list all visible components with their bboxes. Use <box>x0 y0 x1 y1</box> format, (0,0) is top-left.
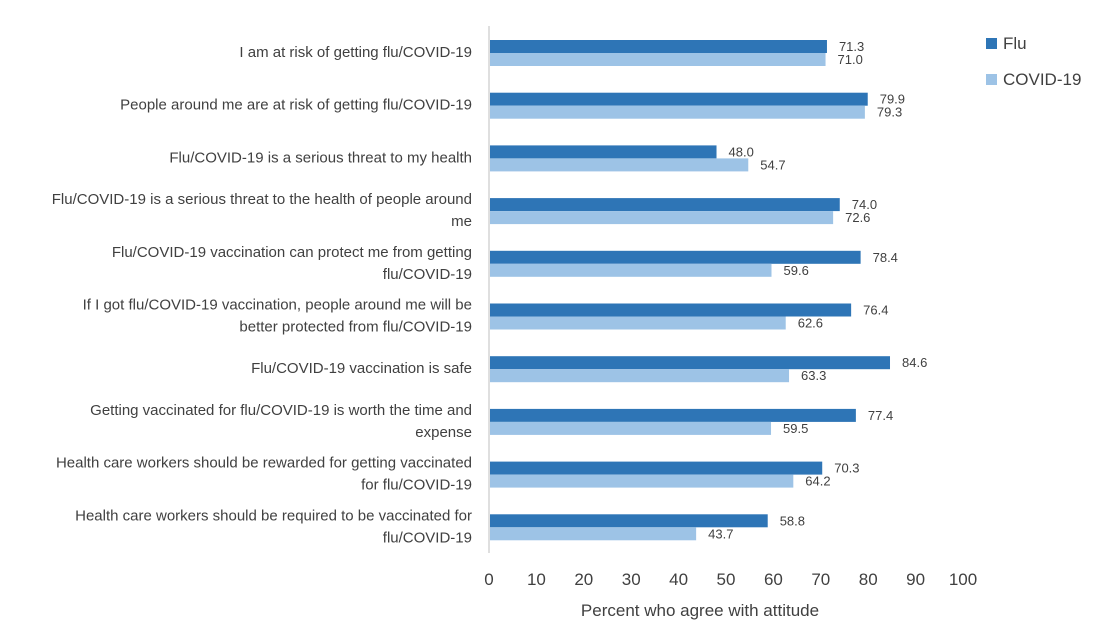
covid-bar <box>490 421 772 435</box>
flu-data-label: 70.3 <box>834 461 859 476</box>
data-labels: 71.3 79.9 48.0 74.0 78.4 76.4 84.6 77.4 70.3 58.8… <box>708 39 927 541</box>
flu-data-label: 48.0 <box>729 144 754 159</box>
flu-data-label: 74.0 <box>852 197 877 212</box>
covid-data-label: 72.6 <box>845 210 870 225</box>
covid-data-label: 63.3 <box>801 368 826 383</box>
category-label: People around me are at risk of getting … <box>120 97 472 114</box>
x-tick-label: 20 <box>574 570 593 589</box>
covid-legend-swatch <box>986 74 997 85</box>
covid-data-label: 62.6 <box>798 316 823 331</box>
flu-data-label: 78.4 <box>873 250 898 265</box>
x-tick-labels: 0 10 20 30 40 50 60 70 80 90 100 <box>484 570 977 589</box>
category-label: Flu/COVID-19 vaccination is safe <box>251 360 472 377</box>
flu-bar <box>490 408 856 422</box>
flu-legend-label: Flu <box>1003 34 1027 53</box>
x-tick-label: 60 <box>764 570 783 589</box>
category-label: flu/COVID-19 <box>383 529 472 546</box>
legend: Flu COVID-19 <box>986 34 1081 89</box>
x-tick-label: 10 <box>527 570 546 589</box>
covid-data-label: 59.6 <box>784 263 809 278</box>
x-tick-label: 40 <box>669 570 688 589</box>
flu-legend-swatch <box>986 38 997 49</box>
flu-bar <box>490 40 827 53</box>
covid-bar <box>490 263 772 277</box>
flu-data-label: 76.4 <box>863 303 888 318</box>
covid-bar <box>490 158 749 172</box>
category-label: Getting vaccinated for flu/COVID-19 is w… <box>90 402 472 419</box>
category-label: flu/COVID-19 <box>383 266 472 283</box>
covid-bar <box>490 53 826 66</box>
flu-bar <box>490 198 840 212</box>
covid-data-label: 59.5 <box>783 421 808 436</box>
category-label: expense <box>415 424 472 441</box>
category-label: Flu/COVID-19 is a serious threat to my h… <box>169 149 472 166</box>
covid-bar <box>490 369 790 383</box>
x-axis-title: Percent who agree with attitude <box>581 601 819 620</box>
category-label: Health care workers should be rewarded f… <box>56 455 472 472</box>
category-label: I am at risk of getting flu/COVID-19 <box>239 44 472 61</box>
x-tick-label: 90 <box>906 570 925 589</box>
flu-bar <box>490 303 852 317</box>
covid-bar <box>490 105 865 119</box>
category-label: Flu/COVID-19 vaccination can protect me … <box>112 244 472 261</box>
category-label: me <box>451 213 472 230</box>
category-label: for flu/COVID-19 <box>361 477 472 494</box>
flu-bar <box>490 461 823 475</box>
covid-bar <box>490 211 834 225</box>
x-tick-label: 50 <box>717 570 736 589</box>
x-tick-label: 30 <box>622 570 641 589</box>
flu-data-label: 84.6 <box>902 355 927 370</box>
covid-data-label: 79.3 <box>877 105 902 120</box>
category-labels: I am at risk of getting flu/COVID-19 Peop… <box>52 44 472 546</box>
covid-bar <box>490 527 697 541</box>
covid-bar <box>490 474 794 488</box>
bars <box>490 40 891 541</box>
x-tick-label: 100 <box>949 570 977 589</box>
covid-data-label: 71.0 <box>838 52 863 67</box>
flu-bar <box>490 514 768 528</box>
covid-bar <box>490 316 786 330</box>
flu-data-label: 77.4 <box>868 408 893 423</box>
flu-data-label: 71.3 <box>839 39 864 54</box>
flu-data-label: 58.8 <box>780 513 805 528</box>
covid-data-label: 54.7 <box>760 157 785 172</box>
covid-data-label: 64.2 <box>805 474 830 489</box>
flu-bar <box>490 92 868 106</box>
covid-data-label: 43.7 <box>708 526 733 541</box>
category-label: If I got flu/COVID-19 vaccination, peopl… <box>83 297 472 314</box>
covid-legend-label: COVID-19 <box>1003 70 1081 89</box>
category-label: better protected from flu/COVID-19 <box>239 319 472 336</box>
category-label: Flu/COVID-19 is a serious threat to the … <box>52 191 472 208</box>
flu-data-label: 79.9 <box>880 92 905 107</box>
category-label: Health care workers should be required t… <box>75 507 472 524</box>
flu-bar <box>490 250 861 264</box>
x-tick-label: 80 <box>859 570 878 589</box>
x-tick-label: 0 <box>484 570 493 589</box>
x-tick-label: 70 <box>811 570 830 589</box>
flu-bar <box>490 145 717 159</box>
flu-bar <box>490 356 891 370</box>
